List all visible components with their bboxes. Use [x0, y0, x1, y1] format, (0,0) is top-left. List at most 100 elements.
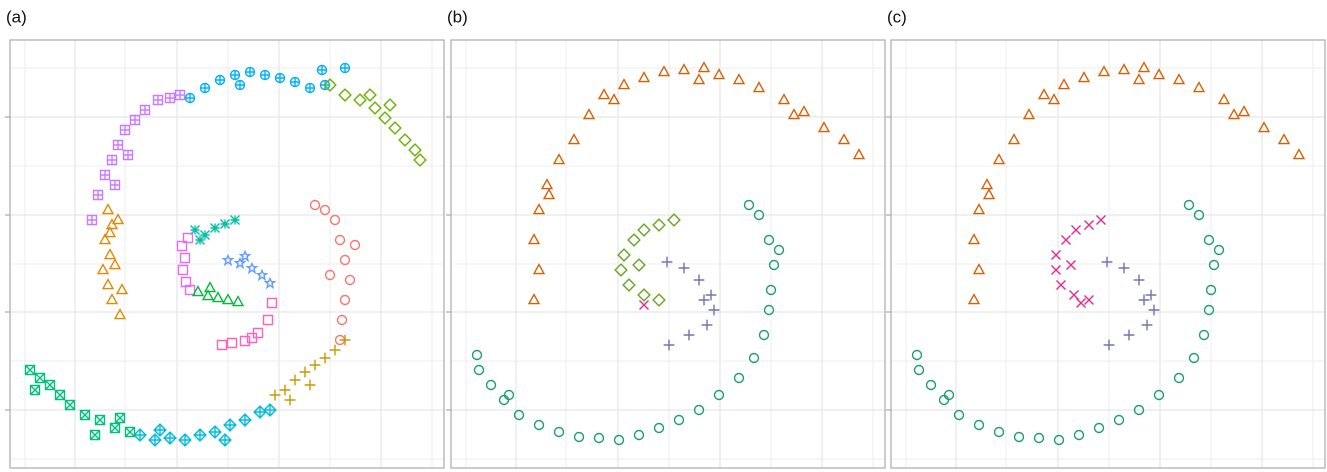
point: [1007, 133, 1021, 145]
point: [692, 73, 706, 85]
point: [98, 233, 112, 245]
point: [349, 239, 361, 251]
panel-border: [450, 39, 886, 469]
point: [284, 394, 296, 406]
point: [473, 364, 485, 376]
point: [633, 429, 645, 441]
point: [133, 428, 147, 442]
point: [732, 73, 746, 85]
panel: (b): [446, 7, 886, 469]
point: [262, 314, 274, 326]
point: [324, 269, 336, 281]
point: [1056, 280, 1066, 290]
point: [1096, 215, 1106, 225]
point: [245, 261, 259, 275]
point: [1073, 429, 1085, 441]
point: [1205, 284, 1217, 296]
point: [743, 199, 755, 211]
point: [943, 389, 955, 401]
point: [304, 82, 316, 94]
point: [787, 108, 801, 120]
point: [193, 428, 207, 442]
point: [1148, 304, 1160, 316]
point: [101, 203, 115, 215]
point: [1097, 65, 1111, 77]
point: [763, 234, 775, 246]
point: [733, 372, 745, 384]
point: [1103, 339, 1115, 351]
point: [573, 431, 585, 443]
point: [1051, 265, 1061, 275]
point: [1203, 234, 1215, 246]
point: [246, 332, 258, 344]
point: [309, 199, 321, 211]
point: [29, 384, 41, 396]
point: [713, 389, 725, 401]
point: [86, 214, 98, 226]
point: [1138, 294, 1150, 306]
point: [234, 79, 246, 91]
point: [44, 379, 56, 391]
point: [344, 274, 356, 286]
point: [1071, 225, 1081, 235]
point: [195, 235, 205, 245]
panel-background: [451, 40, 885, 468]
panel-title: (c): [887, 7, 907, 26]
point: [471, 349, 483, 361]
point: [238, 249, 252, 263]
point: [1077, 71, 1091, 83]
point: [637, 288, 651, 302]
point: [1227, 108, 1241, 120]
point: [1145, 289, 1157, 301]
point: [982, 188, 996, 200]
point: [925, 379, 937, 391]
point: [339, 294, 351, 306]
point: [229, 69, 241, 81]
panel: (c): [886, 7, 1326, 469]
point: [485, 379, 497, 391]
point: [99, 169, 111, 181]
point: [353, 93, 367, 107]
point: [1173, 372, 1185, 384]
point: [972, 263, 986, 275]
point: [753, 209, 765, 221]
point: [992, 153, 1006, 165]
point: [316, 64, 328, 76]
point: [653, 422, 665, 434]
point: [705, 289, 717, 301]
point: [693, 404, 705, 416]
point: [112, 139, 124, 151]
point: [852, 148, 866, 160]
point: [1277, 133, 1291, 145]
point: [567, 133, 581, 145]
point: [1183, 199, 1195, 211]
point: [967, 233, 981, 245]
point: [164, 92, 176, 104]
point: [336, 314, 348, 326]
point: [532, 263, 546, 275]
point: [913, 364, 925, 376]
point: [1084, 220, 1094, 230]
point: [911, 349, 923, 361]
point: [1047, 93, 1061, 105]
point: [1132, 73, 1146, 85]
point: [233, 256, 247, 270]
point: [263, 276, 277, 290]
point: [617, 248, 631, 262]
point: [503, 389, 515, 401]
point: [103, 226, 117, 238]
point: [223, 418, 237, 432]
point: [663, 339, 675, 351]
point: [111, 213, 125, 225]
point: [817, 121, 831, 133]
point: [607, 93, 621, 105]
point: [179, 252, 191, 264]
point: [378, 111, 392, 125]
point: [139, 104, 151, 116]
point: [1152, 68, 1166, 80]
point: [190, 225, 200, 235]
point: [1188, 352, 1200, 364]
point: [1198, 329, 1210, 341]
point: [319, 204, 331, 216]
point: [103, 248, 117, 260]
